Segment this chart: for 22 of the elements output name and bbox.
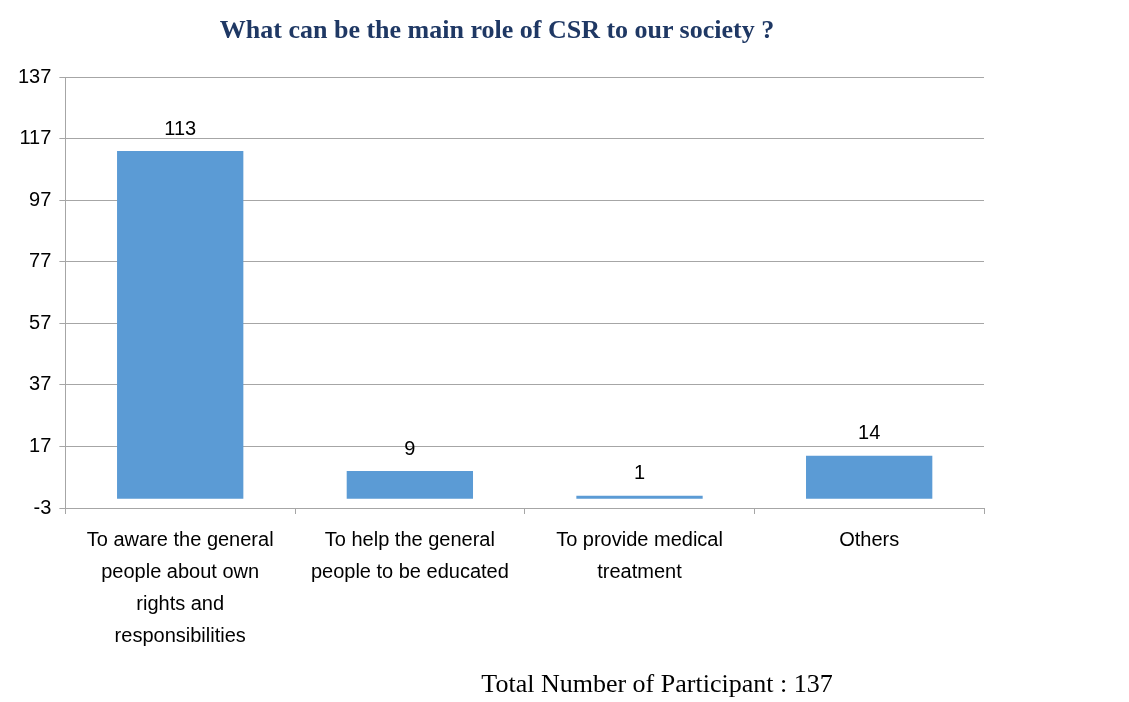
x-tick-label: Others — [839, 527, 900, 550]
data-label: 113 — [164, 116, 197, 139]
data-label: 14 — [858, 421, 881, 444]
x-tick-label: To aware the general people about own rights and responsibilities — [86, 527, 274, 646]
y-tick-label: -3 — [33, 495, 52, 518]
y-tick-label: 37 — [29, 372, 52, 395]
y-tick-label: 97 — [29, 187, 52, 210]
bar — [346, 471, 474, 499]
y-tick-label: 17 — [29, 433, 52, 456]
y-tick-label: 57 — [29, 310, 52, 333]
bar — [117, 151, 244, 499]
y-tick-label: 117 — [19, 126, 52, 149]
data-label: 9 — [404, 436, 416, 459]
data-label: 1 — [633, 461, 646, 484]
x-tick-label: To help the general people to be educated — [310, 527, 509, 582]
y-tick-label: 77 — [29, 249, 52, 272]
x-tick-label: To provide medical treatment — [556, 527, 723, 582]
chart-title: What can be the main role of CSR to our society ? — [219, 15, 775, 45]
bar — [576, 495, 703, 499]
bar — [806, 455, 933, 499]
text: Total Number of Participant : 137 — [481, 668, 833, 698]
y-tick-label: 137 — [17, 64, 52, 87]
